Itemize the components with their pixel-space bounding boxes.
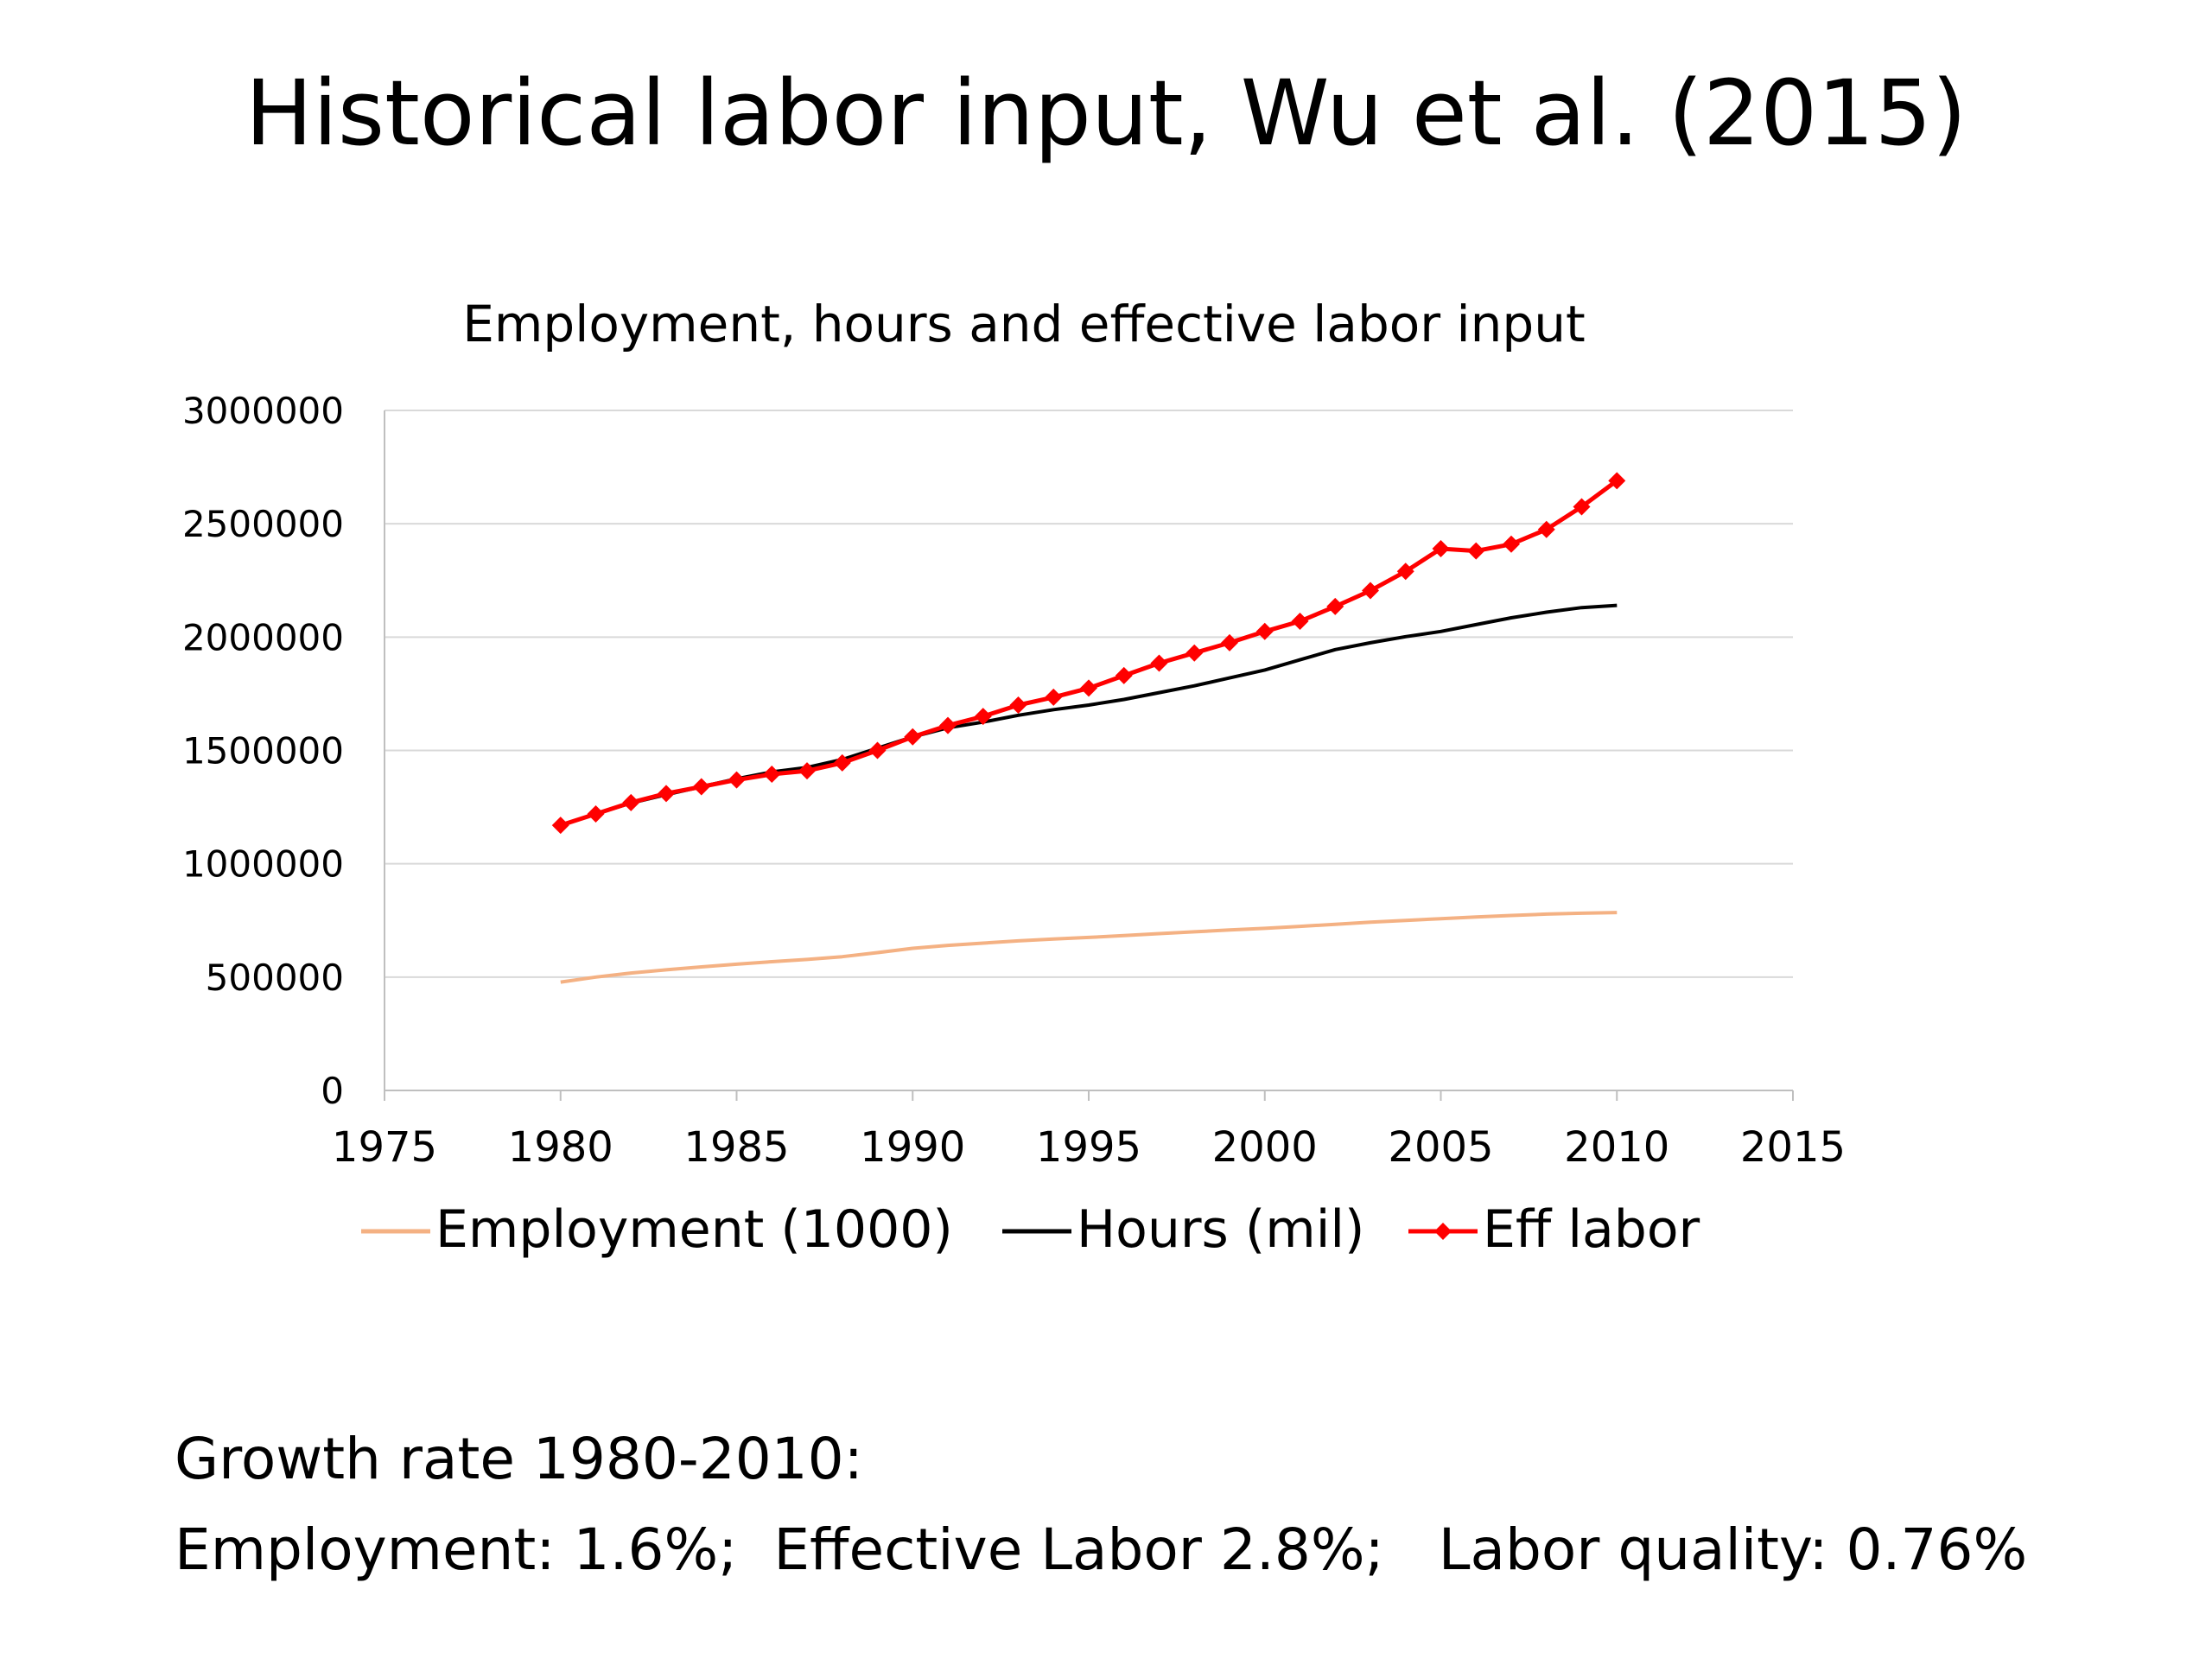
growth-rate-values: Employment: 1.6%; Effective Labor 2.8%; …	[175, 1516, 2028, 1583]
y-tick-label: 2000000	[182, 616, 344, 658]
x-axis-ticks: 1975 1980 1985 1990 1995 2000 2005 2010 2015	[332, 1090, 1846, 1172]
y-tick-label: 0	[321, 1070, 344, 1112]
data-point-eff-labor	[1009, 696, 1027, 715]
data-point-eff-labor	[1537, 520, 1555, 538]
x-tick-label: 2000	[1212, 1123, 1318, 1172]
data-point-eff-labor	[1185, 644, 1204, 662]
data-point-eff-labor	[1608, 472, 1626, 490]
y-tick-label: 500000	[206, 957, 344, 999]
x-tick-label: 1975	[332, 1123, 437, 1172]
data-point-eff-labor	[868, 741, 887, 760]
data-point-eff-labor	[763, 766, 781, 784]
data-point-eff-labor	[1291, 612, 1309, 630]
line-chart: Employment, hours and effective labor in…	[182, 295, 1846, 1260]
data-point-eff-labor	[833, 753, 851, 772]
data-point-eff-labor	[974, 708, 992, 726]
data-point-eff-labor	[728, 771, 746, 789]
legend: Employment (1000) Hours (mil) Eff labor	[361, 1199, 1700, 1260]
y-tick-label: 1500000	[182, 730, 344, 772]
data-point-eff-labor	[1396, 563, 1414, 581]
data-point-eff-labor	[1432, 540, 1450, 558]
data-point-eff-labor	[1573, 498, 1591, 516]
data-point-eff-labor	[1221, 633, 1238, 652]
data-point-eff-labor	[1045, 688, 1063, 706]
data-point-eff-labor	[939, 716, 957, 734]
data-point-eff-labor	[1503, 535, 1520, 553]
data-point-eff-labor	[1362, 582, 1379, 600]
data-point-eff-labor	[1115, 666, 1133, 684]
x-tick-label: 2010	[1564, 1123, 1669, 1172]
data-point-eff-labor	[798, 762, 816, 780]
data-point-eff-labor	[904, 728, 922, 746]
series-line-employment-1000	[560, 911, 1618, 984]
legend-label-employment-1000: Employment (1000)	[435, 1199, 953, 1260]
y-tick-label: 2500000	[182, 503, 344, 545]
data-point-eff-labor	[1150, 654, 1168, 672]
slide-title: Historical labor input, Wu et al. (2015)	[245, 60, 1967, 166]
x-tick-label: 2005	[1388, 1123, 1493, 1172]
data-point-eff-labor	[1467, 542, 1485, 560]
data-point-eff-labor	[692, 778, 710, 796]
x-tick-label: 1990	[860, 1123, 965, 1172]
x-tick-label: 2015	[1740, 1123, 1846, 1172]
legend-marker-eff-labor	[1434, 1223, 1452, 1240]
data-point-eff-labor	[622, 793, 640, 811]
y-tick-label: 3000000	[182, 390, 344, 432]
y-axis-ticks: 0 500000 1000000 1500000 2000000 2500000 30000…	[182, 390, 344, 1112]
data-point-eff-labor	[1255, 622, 1274, 640]
data-point-eff-labor	[658, 785, 675, 803]
series-line-hours-mil	[560, 603, 1618, 828]
series-line-eff-labor	[560, 479, 1618, 828]
x-tick-label: 1980	[508, 1123, 613, 1172]
y-tick-label: 1000000	[182, 843, 344, 886]
data-point-eff-labor	[551, 817, 569, 835]
growth-rate-heading: Growth rate 1980-2010:	[175, 1426, 863, 1492]
data-point-eff-labor	[1080, 679, 1097, 697]
x-tick-label: 1995	[1036, 1123, 1141, 1172]
gridlines	[384, 410, 1793, 1091]
x-tick-label: 1985	[683, 1123, 789, 1172]
chart-title: Employment, hours and effective labor in…	[462, 295, 1585, 353]
legend-label-eff-labor: Eff labor	[1483, 1199, 1700, 1260]
data-point-eff-labor	[1326, 597, 1344, 615]
series-lines	[551, 472, 1626, 984]
data-point-eff-labor	[587, 804, 605, 823]
legend-label-hours-mil: Hours (mil)	[1077, 1199, 1364, 1260]
